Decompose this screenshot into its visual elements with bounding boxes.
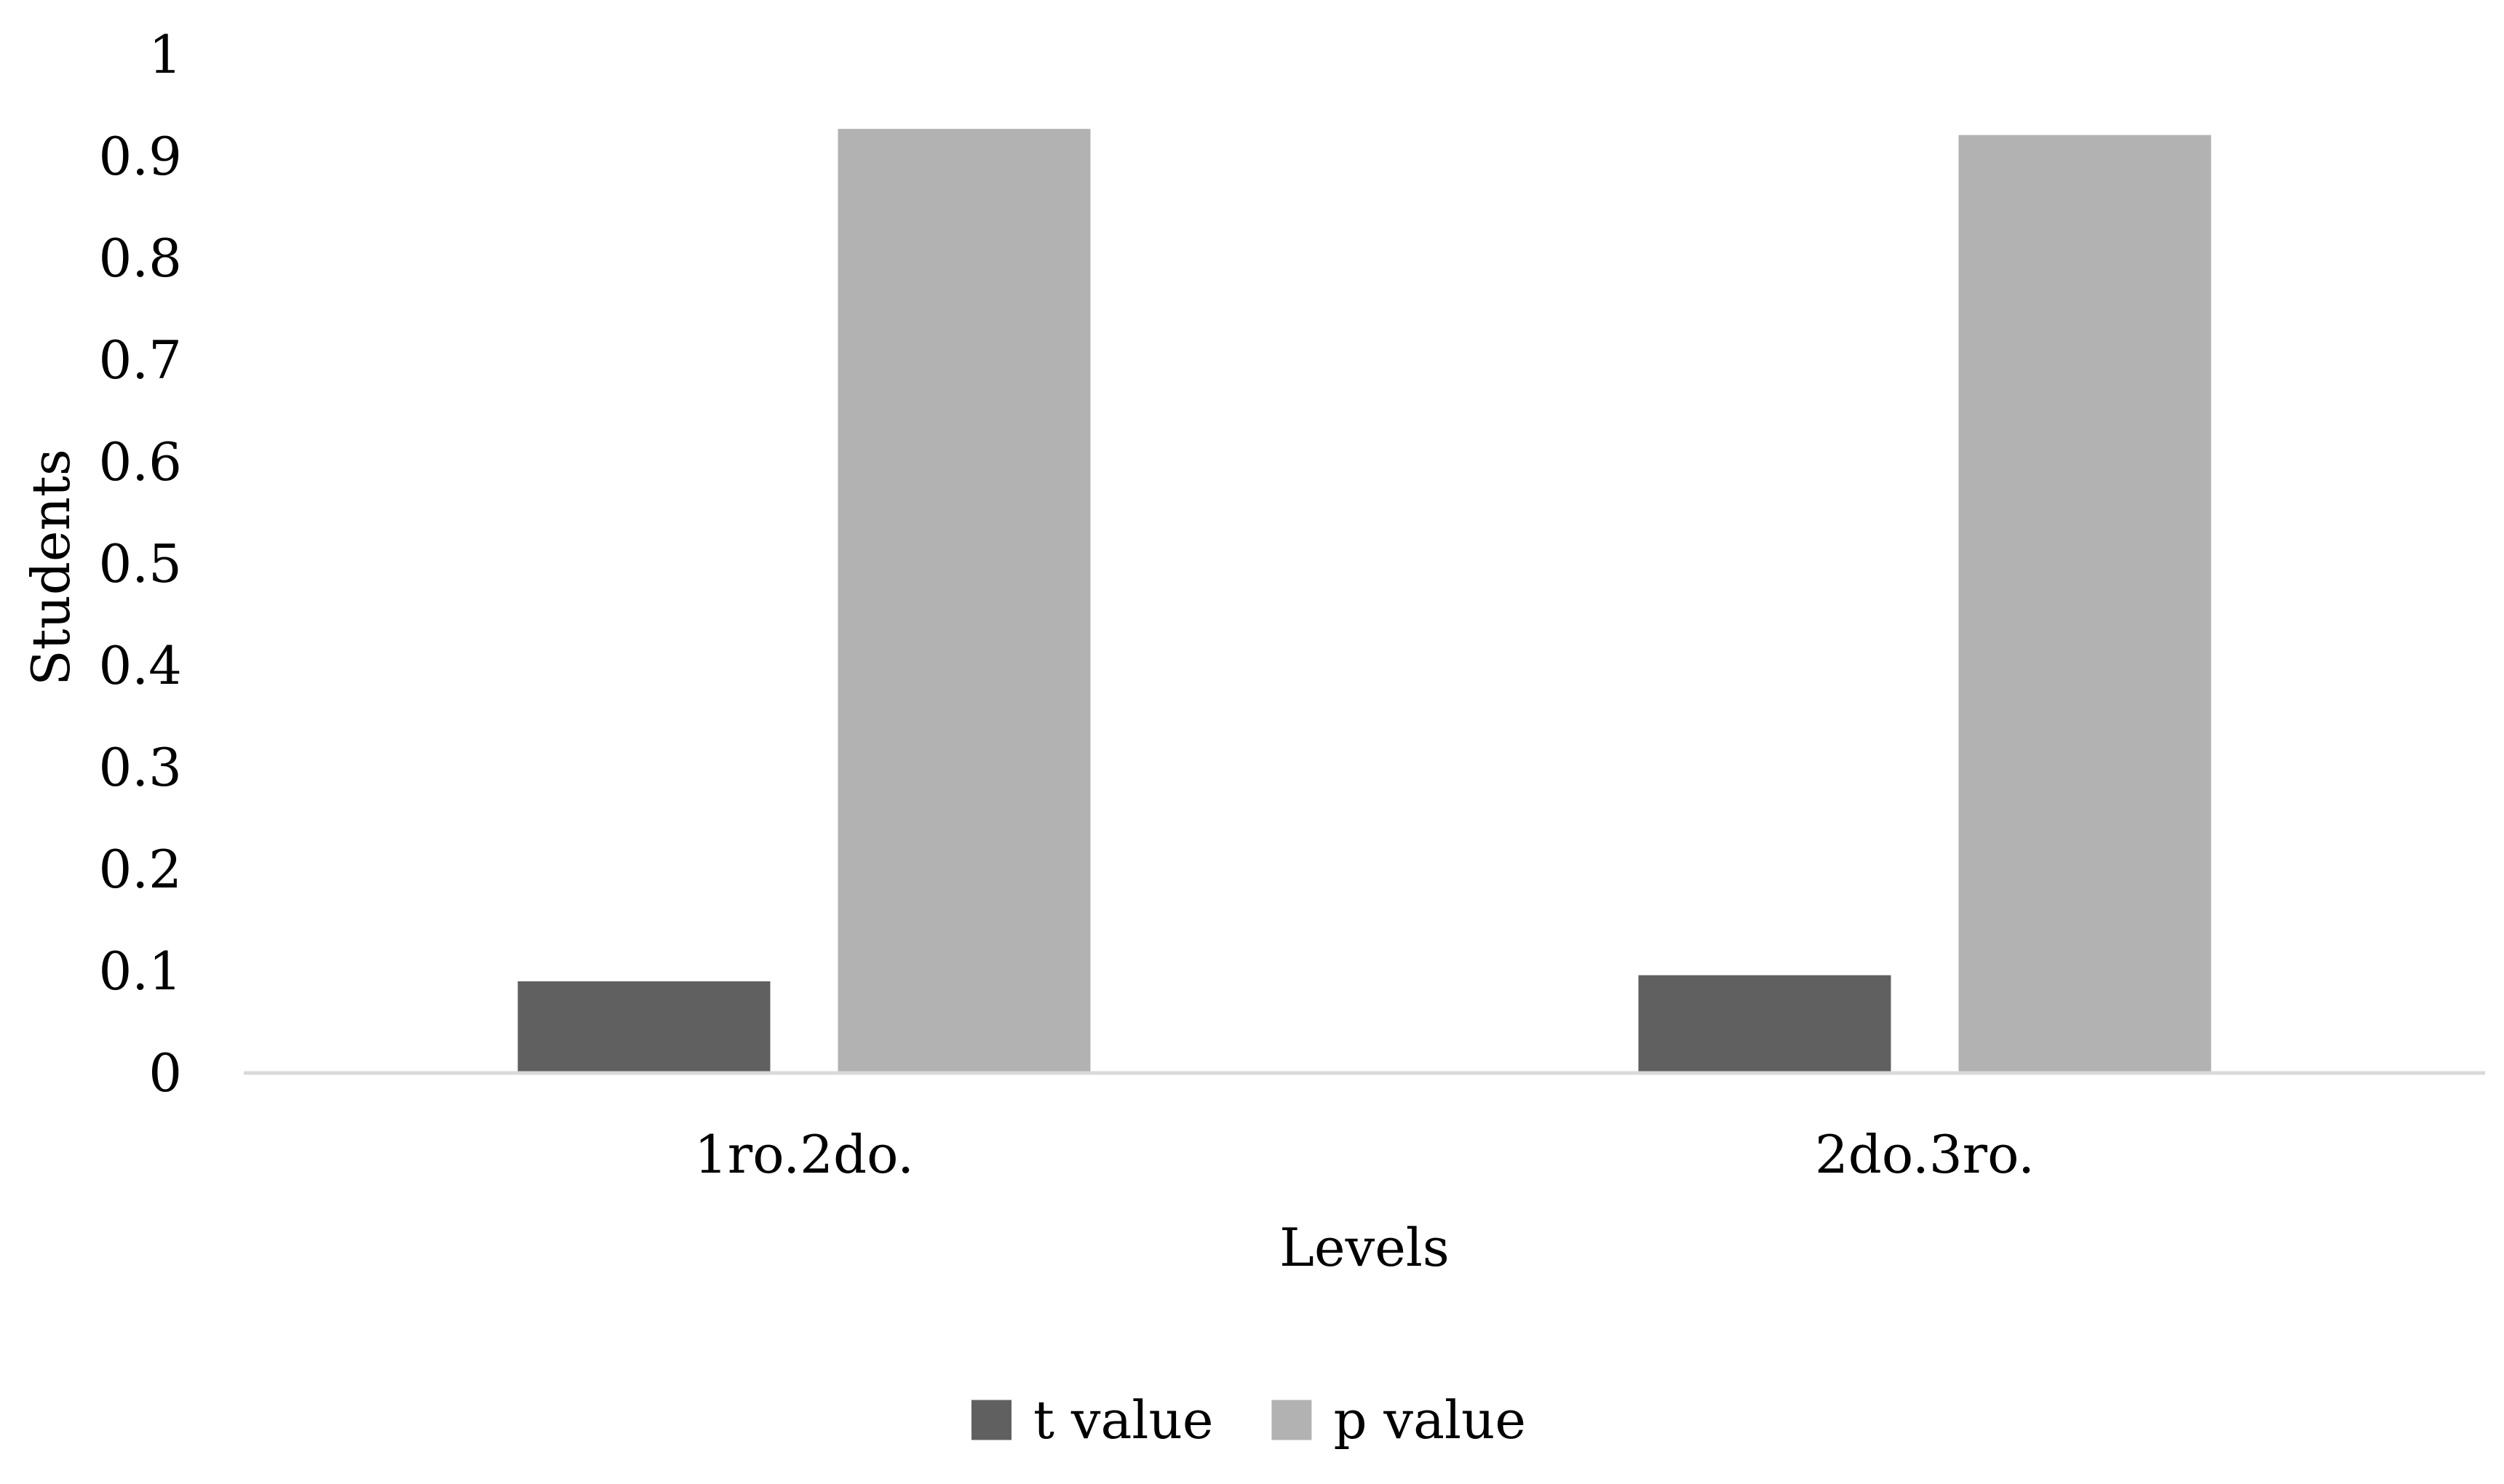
y-tick-label: 0.7 — [98, 330, 182, 391]
bar-p-value-2 — [1958, 135, 2211, 1074]
bars — [517, 129, 2211, 1074]
y-tick-label: 0.4 — [98, 635, 182, 696]
y-tick-label: 0.5 — [98, 533, 182, 594]
bar-p-value-1 — [838, 129, 1091, 1074]
y-axis-title: Students — [20, 449, 82, 686]
bar-t-value-1 — [517, 981, 771, 1073]
legend-label-p-value: p value — [1333, 1389, 1526, 1451]
y-tick-label: 0.8 — [98, 228, 182, 289]
legend-swatch-p-value — [1271, 1400, 1312, 1440]
x-tick-label: 2do.3ro. — [1815, 1124, 2035, 1185]
y-axis-ticks: 0 0.1 0.2 0.3 0.4 0.5 0.6 0.7 0.8 0.9 1 — [98, 24, 182, 1104]
y-tick-label: 0.3 — [98, 737, 182, 798]
y-tick-label: 0 — [148, 1042, 182, 1104]
legend-swatch-t-value — [971, 1400, 1011, 1440]
y-tick-label: 1 — [148, 24, 182, 85]
bar-t-value-2 — [1638, 975, 1891, 1073]
y-tick-label: 0.1 — [98, 941, 182, 1002]
x-tick-label: 1ro.2do. — [694, 1124, 914, 1185]
legend: t value p value — [971, 1389, 1526, 1451]
x-axis-ticks: 1ro.2do. 2do.3ro. — [694, 1124, 2035, 1185]
y-tick-label: 0.6 — [98, 431, 182, 492]
y-tick-label: 0.2 — [98, 839, 182, 900]
legend-label-t-value: t value — [1033, 1389, 1213, 1451]
y-tick-label: 0.9 — [98, 126, 182, 187]
x-axis-title: Levels — [1279, 1217, 1450, 1278]
